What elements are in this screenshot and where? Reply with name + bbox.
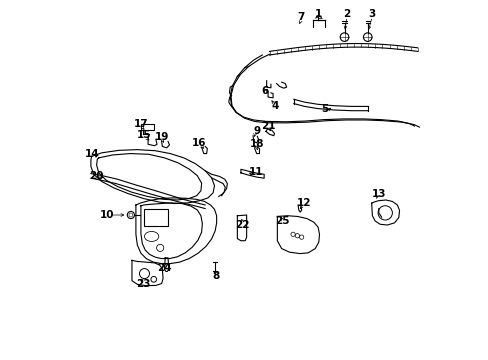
Text: 19: 19 <box>155 132 169 142</box>
Text: 15: 15 <box>137 130 151 140</box>
Text: 1: 1 <box>314 9 321 18</box>
Text: 11: 11 <box>248 167 263 177</box>
Text: 23: 23 <box>136 279 150 289</box>
Text: 13: 13 <box>371 189 386 199</box>
Text: 6: 6 <box>260 86 267 96</box>
Bar <box>143 208 168 226</box>
Text: 2: 2 <box>343 9 350 18</box>
Text: 14: 14 <box>85 149 100 159</box>
Text: 7: 7 <box>297 13 304 22</box>
Text: 12: 12 <box>297 198 311 208</box>
Text: 10: 10 <box>100 210 114 220</box>
Text: 22: 22 <box>235 220 249 230</box>
Text: 20: 20 <box>89 171 103 181</box>
Bar <box>141 123 154 130</box>
Text: 8: 8 <box>212 271 219 281</box>
Text: 21: 21 <box>261 121 276 131</box>
Text: 16: 16 <box>192 138 206 148</box>
Text: 17: 17 <box>134 118 149 129</box>
Text: 24: 24 <box>157 263 171 273</box>
Text: 5: 5 <box>321 104 328 114</box>
Text: 25: 25 <box>275 216 289 226</box>
Text: 18: 18 <box>249 139 264 149</box>
Text: 3: 3 <box>368 9 375 18</box>
Text: 9: 9 <box>253 126 260 136</box>
Text: 4: 4 <box>271 102 278 111</box>
